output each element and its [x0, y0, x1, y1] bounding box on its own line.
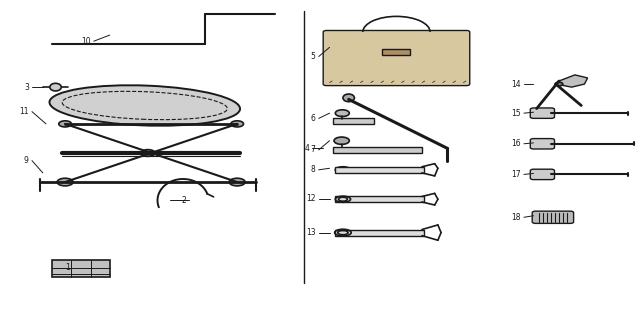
Text: 9: 9 [24, 156, 29, 165]
FancyBboxPatch shape [531, 108, 554, 118]
Text: 12: 12 [306, 194, 316, 203]
FancyBboxPatch shape [323, 31, 470, 86]
Text: 15: 15 [511, 109, 521, 118]
Text: 6: 6 [310, 114, 316, 123]
FancyBboxPatch shape [531, 138, 554, 149]
Text: 18: 18 [511, 213, 521, 222]
Ellipse shape [334, 137, 349, 144]
Bar [335, 197, 424, 202]
Text: 8: 8 [311, 165, 316, 174]
Text: 16: 16 [511, 139, 521, 148]
Bar [333, 147, 422, 153]
FancyBboxPatch shape [531, 169, 554, 180]
Text: 5: 5 [310, 52, 316, 61]
Ellipse shape [555, 82, 563, 86]
Ellipse shape [49, 85, 240, 126]
Ellipse shape [343, 94, 355, 102]
Text: 1: 1 [65, 263, 70, 272]
Text: 2: 2 [181, 196, 186, 205]
Bar [333, 118, 374, 124]
Ellipse shape [57, 178, 73, 186]
Text: 4: 4 [304, 144, 309, 153]
Text: 10: 10 [81, 37, 91, 46]
Text: 11: 11 [19, 107, 29, 116]
Text: 17: 17 [511, 170, 521, 179]
Ellipse shape [141, 150, 155, 156]
Text: 14: 14 [511, 80, 521, 89]
Ellipse shape [335, 110, 349, 116]
Bar [335, 167, 424, 173]
Text: 7: 7 [310, 146, 316, 154]
Ellipse shape [59, 121, 72, 127]
Ellipse shape [231, 121, 244, 127]
Bar [383, 49, 410, 55]
Text: 3: 3 [24, 83, 29, 92]
Ellipse shape [229, 178, 245, 186]
Ellipse shape [50, 83, 61, 91]
Text: 13: 13 [306, 228, 316, 237]
FancyBboxPatch shape [532, 211, 573, 223]
Bar [52, 260, 109, 277]
Bar [335, 230, 424, 236]
Polygon shape [556, 75, 588, 87]
